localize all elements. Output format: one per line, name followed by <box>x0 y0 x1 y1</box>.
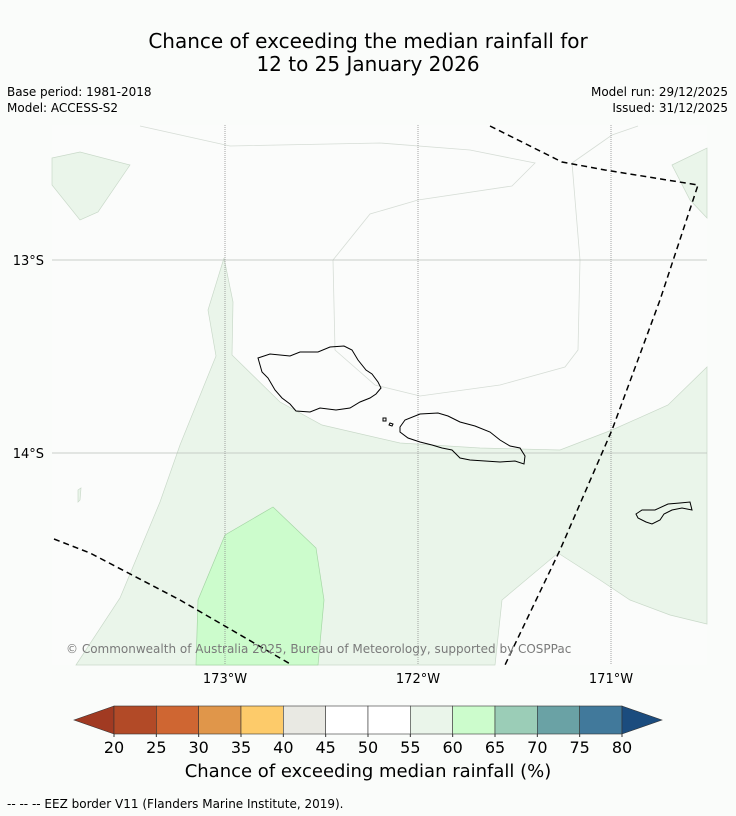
colorbar-under-arrow <box>73 705 115 735</box>
colorbar-cell-25-30 <box>156 705 199 735</box>
lat-label-14s: 14°S <box>13 447 44 462</box>
colorbar-tick-label: 45 <box>315 738 335 757</box>
meta-left: Base period: 1981-2018 Model: ACCESS-S2 <box>7 84 152 116</box>
colorbar-tick-label: 25 <box>146 738 166 757</box>
colorbar-cell-65-70 <box>494 705 538 735</box>
colorbar-tick-label: 50 <box>358 738 378 757</box>
colorbar-tick-label: 80 <box>612 738 632 757</box>
model-run: Model run: 29/12/2025 <box>590 85 728 99</box>
colorbar-cell-55-60 <box>410 705 453 735</box>
colorbar-cell-60-65 <box>452 705 496 735</box>
coastlines <box>257 345 693 525</box>
colorbar-tick-label: 35 <box>231 738 251 757</box>
colorbar-cell-30-35 <box>198 705 242 735</box>
colorbar-cell-40-45 <box>283 705 326 735</box>
colorbar-tick-label: 70 <box>527 738 547 757</box>
islet-manono <box>382 417 387 422</box>
lon-label-172w: 172°W <box>396 672 440 687</box>
eez-borders <box>53 125 699 666</box>
region-55-60-northeast <box>671 147 708 219</box>
title-line-1: Chance of exceeding the median rainfall … <box>148 29 588 53</box>
island-tutuila <box>635 501 693 525</box>
lat-label-13s: 13°S <box>13 254 44 269</box>
colorbar-tick-label: 20 <box>104 738 124 757</box>
region-60-65 <box>195 506 325 666</box>
island-savaii <box>257 345 382 413</box>
lon-label-171w: 171°W <box>589 672 633 687</box>
colorbar: 20 25 30 35 40 45 50 55 60 65 70 75 80 <box>73 705 663 757</box>
colorbar-cells <box>113 705 623 735</box>
colorbar-tick-label: 40 <box>273 738 293 757</box>
islet-apolima <box>388 422 394 427</box>
island-upolu <box>399 412 526 465</box>
colorbar-tick-label: 75 <box>569 738 589 757</box>
lon-label-173w: 173°W <box>203 672 247 687</box>
base-period: Base period: 1981-2018 <box>7 85 152 99</box>
title-line-2: 12 to 25 January 2026 <box>256 52 480 76</box>
copyright-notice: © Commonwealth of Australia 2025, Bureau… <box>66 642 571 656</box>
colorbar-tick-label: 65 <box>485 738 505 757</box>
colorbar-cell-75-80 <box>579 705 623 735</box>
eez-legend: -- -- -- EEZ border V11 (Flanders Marine… <box>7 797 344 811</box>
colorbar-tick-label: 60 <box>442 738 462 757</box>
forecast-map: 13°S 14°S 173°W 172°W 171°W © Commonweal… <box>13 125 708 757</box>
model-name: Model: ACCESS-S2 <box>7 101 119 115</box>
gridlines <box>52 125 707 665</box>
colorbar-tick-label: 30 <box>188 738 208 757</box>
eez-border-south-west <box>53 538 293 666</box>
colorbar-over-arrow <box>621 705 663 735</box>
region-55-60-west-speck <box>77 487 82 503</box>
colorbar-cell-35-40 <box>240 705 284 735</box>
colorbar-label: Chance of exceeding median rainfall (%) <box>184 761 552 782</box>
chart-title: Chance of exceeding the median rainfall … <box>0 30 736 76</box>
meta-right: Model run: 29/12/2025 Issued: 31/12/2025 <box>591 84 728 116</box>
colorbar-ticks: 20 25 30 35 40 45 50 55 60 65 70 75 80 <box>104 734 632 757</box>
region-55-60-northwest <box>51 151 131 221</box>
issued-date: Issued: 31/12/2025 <box>612 101 728 115</box>
colorbar-cell-45-50 <box>325 705 369 735</box>
colorbar-tick-label: 55 <box>400 738 420 757</box>
colorbar-cell-70-75 <box>537 705 580 735</box>
colorbar-cell-50-55 <box>367 705 411 735</box>
colorbar-cell-20-25 <box>113 705 157 735</box>
